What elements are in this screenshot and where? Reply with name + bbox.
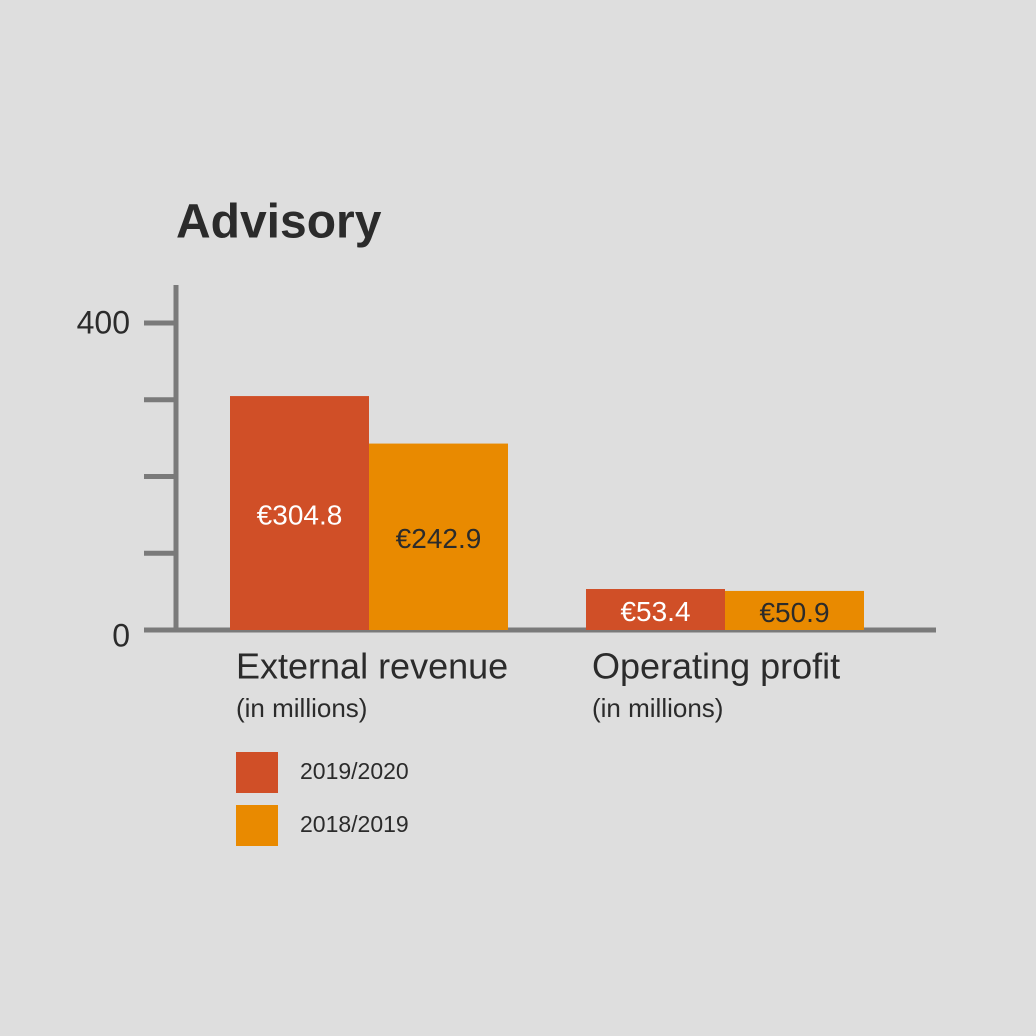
x-tick-note: (in millions)	[236, 693, 367, 723]
x-tick-label: Operating profit	[592, 646, 840, 687]
bar	[725, 590, 864, 630]
value-label: €50.9	[759, 597, 829, 628]
y-tick-label: 0	[112, 617, 130, 653]
x-tick-label: External revenue	[236, 646, 508, 687]
value-label: €242.9	[396, 523, 482, 554]
value-label: €53.4	[620, 596, 690, 627]
value-label: €304.8	[257, 499, 343, 530]
y-tick-label: 400	[77, 304, 130, 340]
bar	[586, 589, 725, 630]
bar	[230, 396, 369, 630]
chart-title: Advisory	[176, 196, 382, 249]
legend-label: 2019/2020	[300, 758, 409, 784]
legend-label: 2018/2019	[300, 811, 409, 837]
x-tick-note: (in millions)	[592, 693, 723, 723]
legend-swatch	[236, 752, 278, 793]
bar	[369, 443, 508, 630]
legend-swatch	[236, 805, 278, 846]
